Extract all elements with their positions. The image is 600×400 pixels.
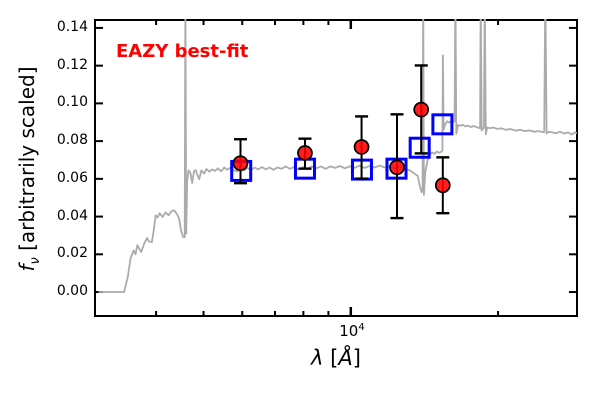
y-tick-label: 0.04 (56, 207, 88, 224)
spectrum-line (98, 19, 577, 293)
y-tick-label: 0.00 (56, 283, 88, 300)
spectrum-group (98, 19, 577, 293)
xlabel-bracket-close: ] (352, 346, 361, 370)
plot-area (98, 19, 577, 293)
y-tick-label: 0.06 (56, 169, 88, 186)
observed-photometry-point (232, 155, 249, 172)
axes-box (94, 19, 578, 317)
model-photometry-point (431, 113, 454, 136)
xlabel-lambda: λ (311, 346, 324, 370)
y-axis-label: fν [arbitrarily scaled] (15, 37, 43, 301)
y-tick-label: 0.02 (56, 245, 88, 262)
model-photometry-point (408, 136, 431, 159)
observed-photometry-point (434, 177, 451, 194)
y-tick-label: 0.08 (56, 132, 88, 149)
axes (94, 19, 578, 317)
xtick-exponent: 4 (358, 322, 365, 333)
y-tick-label: 0.14 (56, 18, 88, 35)
y-tick-label: 0.10 (56, 94, 88, 111)
axis-ticks (95, 20, 577, 316)
x-axis-label: λ [Å] (256, 346, 416, 370)
observed-photometry-point (389, 159, 405, 176)
xtick-base: 10 (339, 322, 359, 340)
ylabel-f: f (15, 264, 39, 272)
error-bars (233, 64, 450, 220)
y-tick-label: 0.12 (56, 56, 88, 73)
observed-photometry-point (353, 139, 370, 155)
observed-photometry-point (413, 101, 430, 118)
annotation-eazy-best-fit: EAZY best-fit (116, 41, 249, 62)
observed-photometry-point (297, 145, 313, 161)
ylabel-units: [arbitrarily scaled] (15, 66, 39, 258)
xlabel-angstrom: Å (338, 346, 353, 370)
xlabel-bracket-open: [ (323, 346, 339, 370)
x-major-tick-label: 104 (331, 322, 373, 340)
